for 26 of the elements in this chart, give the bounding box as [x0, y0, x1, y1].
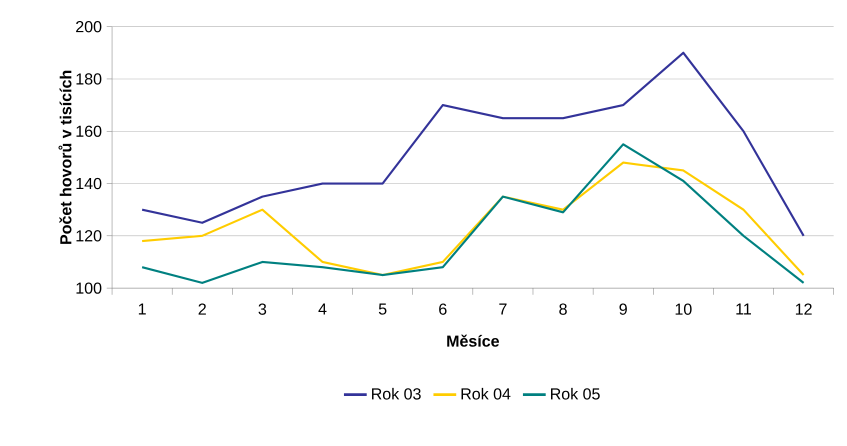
y-tick-label: 160 [76, 126, 102, 138]
legend-label: Rok 04 [462, 388, 510, 400]
y-axis-title: Počet hovorů v tisících [58, 71, 72, 244]
x-tick-label: 12 [796, 304, 812, 315]
y-tick-label: 100 [76, 282, 102, 294]
x-tick-label: 10 [676, 304, 692, 316]
x-tick-label: 9 [619, 304, 627, 316]
x-tick-label: 11 [736, 304, 751, 315]
x-tick-label: 4 [318, 304, 326, 315]
x-axis-title: Měsíce [447, 334, 499, 347]
y-tick-label: 140 [76, 178, 102, 190]
line-series [141, 162, 805, 276]
x-tick-label: 7 [499, 304, 507, 315]
x-tick-label: 1 [138, 304, 146, 315]
x-tick-label: 6 [439, 304, 447, 316]
x-tick-label: 8 [559, 304, 567, 316]
line-series [141, 144, 805, 284]
x-tick-label: 3 [258, 304, 266, 316]
y-tick-label: 120 [76, 230, 102, 242]
line-series [141, 52, 805, 238]
y-tick-label: 200 [76, 21, 102, 33]
y-tick-label: 180 [76, 74, 102, 85]
legend-label: Rok 05 [551, 388, 600, 400]
x-tick-label: 2 [198, 304, 206, 315]
x-tick-label: 5 [378, 304, 386, 315]
legend-label: Rok 03 [372, 388, 421, 400]
